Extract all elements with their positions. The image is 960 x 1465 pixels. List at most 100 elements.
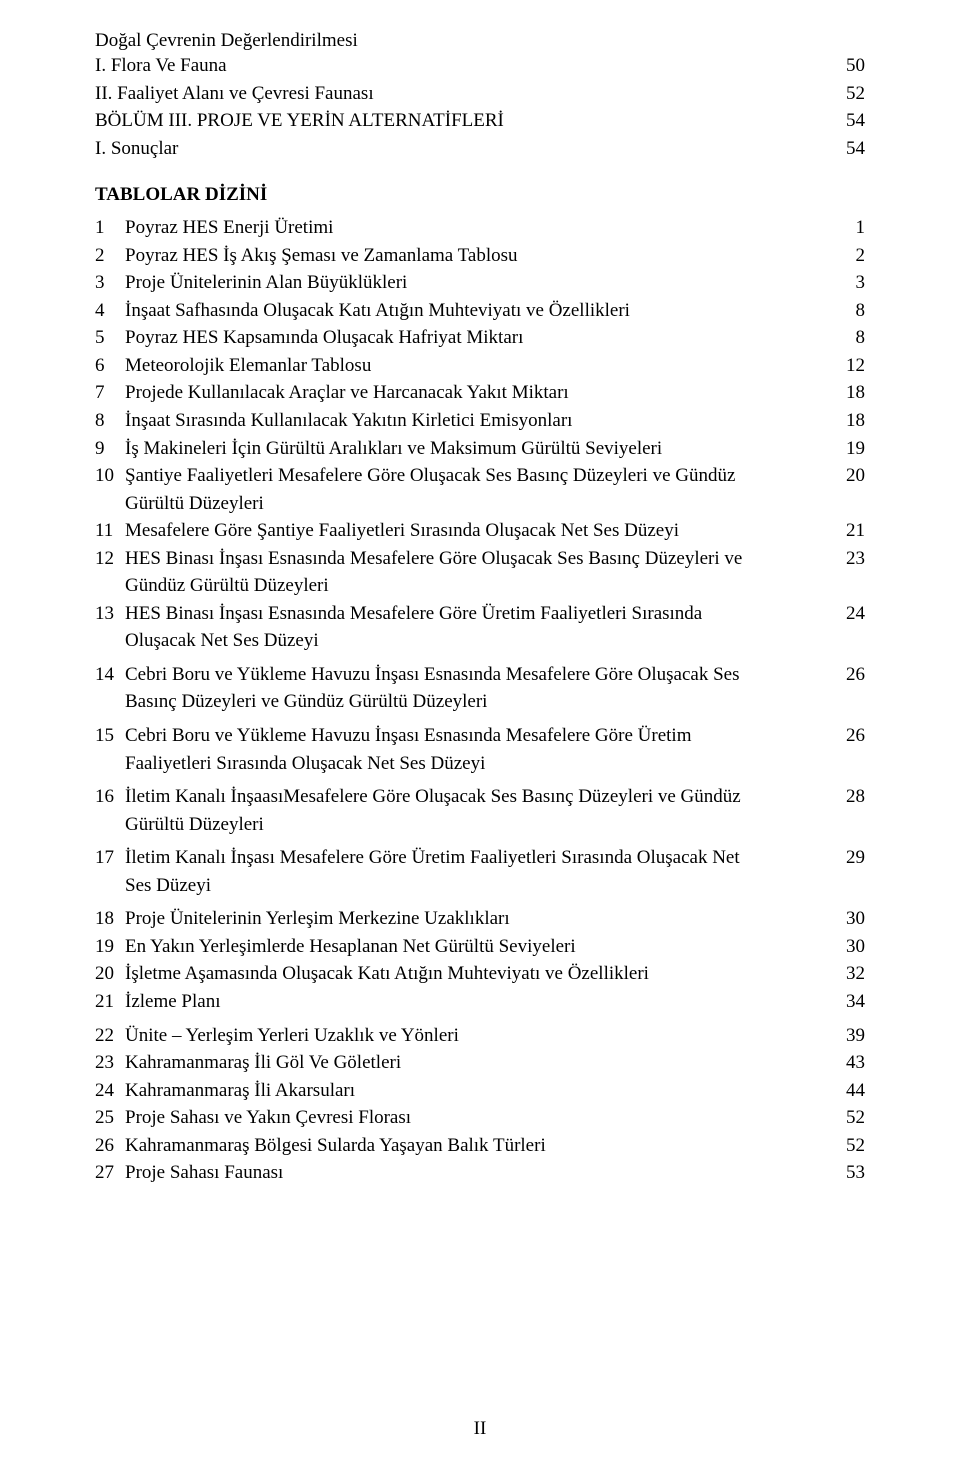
table-page: 19: [837, 435, 865, 463]
page-number: II: [474, 1418, 487, 1440]
toc-page: 54: [837, 135, 865, 163]
table-row: 13 HES Binası İnşası Esnasında Mesafeler…: [95, 600, 865, 655]
table-page: 20: [837, 462, 865, 490]
table-description-line: Gürültü Düzeyleri: [125, 811, 825, 839]
table-row: 23 Kahramanmaraş İli Göl Ve Göletleri43: [95, 1049, 865, 1077]
table-index: 17: [95, 844, 125, 872]
toc-label: I. Sonuçlar: [95, 135, 837, 163]
table-row: 3 Proje Ünitelerinin Alan Büyüklükleri3: [95, 269, 865, 297]
table-description-line: İzleme Planı: [125, 988, 825, 1016]
table-row: 18 Proje Ünitelerinin Yerleşim Merkezine…: [95, 905, 865, 933]
table-page: 24: [837, 600, 865, 628]
page-container: Doğal Çevrenin Değerlendirilmesi I. Flor…: [0, 0, 960, 1465]
table-page: 26: [837, 722, 865, 750]
table-row: 7 Projede Kullanılacak Araçlar ve Harcan…: [95, 379, 865, 407]
toc-label: I. Flora Ve Fauna: [95, 52, 837, 80]
toc-label: II. Faaliyet Alanı ve Çevresi Faunası: [95, 80, 837, 108]
table-index: 26: [95, 1132, 125, 1160]
table-page: 26: [837, 661, 865, 689]
table-description-line: İletim Kanalı İnşası Mesafelere Göre Üre…: [125, 844, 825, 872]
table-index: 1: [95, 214, 125, 242]
table-description-line: En Yakın Yerleşimlerde Hesaplanan Net Gü…: [125, 933, 825, 961]
table-description-line: Mesafelere Göre Şantiye Faaliyetleri Sır…: [125, 517, 825, 545]
table-description-line: Proje Sahası ve Yakın Çevresi Florası: [125, 1104, 825, 1132]
table-page: 8: [837, 297, 865, 325]
table-description-line: Gürültü Düzeyleri: [125, 490, 825, 518]
table-description: Ünite – Yerleşim Yerleri Uzaklık ve Yönl…: [125, 1022, 837, 1050]
table-row: 2 Poyraz HES İş Akış Şeması ve Zamanlama…: [95, 242, 865, 270]
table-description: İş Makineleri İçin Gürültü Aralıkları ve…: [125, 435, 837, 463]
table-description: İzleme Planı: [125, 988, 837, 1016]
table-description-line: İletim Kanalı İnşaasıMesafelere Göre Olu…: [125, 783, 825, 811]
table-description-line: Basınç Düzeyleri ve Gündüz Gürültü Düzey…: [125, 688, 825, 716]
table-description: Kahramanmaraş İli Akarsuları: [125, 1077, 837, 1105]
table-description-line: Kahramanmaraş Bölgesi Sularda Yaşayan Ba…: [125, 1132, 825, 1160]
heading-dogal-cevre: Doğal Çevrenin Değerlendirilmesi: [95, 30, 865, 52]
table-page: 52: [837, 1132, 865, 1160]
table-row: 22 Ünite – Yerleşim Yerleri Uzaklık ve Y…: [95, 1022, 865, 1050]
table-row: 4 İnşaat Safhasında Oluşacak Katı Atığın…: [95, 297, 865, 325]
table-index: 14: [95, 661, 125, 689]
table-description: Cebri Boru ve Yükleme Havuzu İnşası Esna…: [125, 661, 837, 716]
table-page: 28: [837, 783, 865, 811]
table-index: 27: [95, 1159, 125, 1187]
toc-entry-bolum: BÖLÜM III. PROJE VE YERİN ALTERNATİFLERİ…: [95, 107, 865, 135]
table-row: 19 En Yakın Yerleşimlerde Hesaplanan Net…: [95, 933, 865, 961]
toc-page: 54: [837, 107, 865, 135]
table-description: Meteorolojik Elemanlar Tablosu: [125, 352, 837, 380]
table-description-line: Poyraz HES Kapsamında Oluşacak Hafriyat …: [125, 324, 825, 352]
table-description: Proje Ünitelerinin Alan Büyüklükleri: [125, 269, 837, 297]
table-description-line: İnşaat Sırasında Kullanılacak Yakıtın Ki…: [125, 407, 825, 435]
table-description-line: Meteorolojik Elemanlar Tablosu: [125, 352, 825, 380]
table-row: 9 İş Makineleri İçin Gürültü Aralıkları …: [95, 435, 865, 463]
table-index: 19: [95, 933, 125, 961]
table-description-line: Proje Sahası Faunası: [125, 1159, 825, 1187]
table-row: 20 İşletme Aşamasında Oluşacak Katı Atığ…: [95, 960, 865, 988]
toc-page: 52: [837, 80, 865, 108]
table-description-line: Ünite – Yerleşim Yerleri Uzaklık ve Yönl…: [125, 1022, 825, 1050]
table-index: 10: [95, 462, 125, 490]
table-index: 25: [95, 1104, 125, 1132]
table-row: 12 HES Binası İnşası Esnasında Mesafeler…: [95, 545, 865, 600]
table-description: En Yakın Yerleşimlerde Hesaplanan Net Gü…: [125, 933, 837, 961]
table-row: 27 Proje Sahası Faunası53: [95, 1159, 865, 1187]
table-description: Şantiye Faaliyetleri Mesafelere Göre Olu…: [125, 462, 837, 517]
table-row: 10 Şantiye Faaliyetleri Mesafelere Göre …: [95, 462, 865, 517]
table-row: 8 İnşaat Sırasında Kullanılacak Yakıtın …: [95, 407, 865, 435]
table-description-line: İnşaat Safhasında Oluşacak Katı Atığın M…: [125, 297, 825, 325]
table-description: İnşaat Safhasında Oluşacak Katı Atığın M…: [125, 297, 837, 325]
table-description: Kahramanmaraş İli Göl Ve Göletleri: [125, 1049, 837, 1077]
table-description: Proje Sahası Faunası: [125, 1159, 837, 1187]
table-description: Proje Sahası ve Yakın Çevresi Florası: [125, 1104, 837, 1132]
table-index: 11: [95, 517, 125, 545]
table-description-line: Gündüz Gürültü Düzeyleri: [125, 572, 825, 600]
table-description-line: Cebri Boru ve Yükleme Havuzu İnşası Esna…: [125, 722, 825, 750]
table-page: 2: [837, 242, 865, 270]
table-index: 4: [95, 297, 125, 325]
table-page: 8: [837, 324, 865, 352]
table-index: 8: [95, 407, 125, 435]
table-description-line: HES Binası İnşası Esnasında Mesafelere G…: [125, 545, 825, 573]
table-description-line: Poyraz HES İş Akış Şeması ve Zamanlama T…: [125, 242, 825, 270]
table-description-line: Ses Düzeyi: [125, 872, 825, 900]
table-index: 22: [95, 1022, 125, 1050]
table-description: Mesafelere Göre Şantiye Faaliyetleri Sır…: [125, 517, 837, 545]
table-row: 14 Cebri Boru ve Yükleme Havuzu İnşası E…: [95, 661, 865, 716]
table-index: 20: [95, 960, 125, 988]
table-description-line: Faaliyetleri Sırasında Oluşacak Net Ses …: [125, 750, 825, 778]
table-description-line: İşletme Aşamasında Oluşacak Katı Atığın …: [125, 960, 825, 988]
table-row: 26 Kahramanmaraş Bölgesi Sularda Yaşayan…: [95, 1132, 865, 1160]
table-description-line: Poyraz HES Enerji Üretimi: [125, 214, 825, 242]
table-description: HES Binası İnşası Esnasında Mesafelere G…: [125, 545, 837, 600]
table-row: 6 Meteorolojik Elemanlar Tablosu12: [95, 352, 865, 380]
tables-list: 1 Poyraz HES Enerji Üretimi12 Poyraz HES…: [95, 214, 865, 1187]
table-page: 44: [837, 1077, 865, 1105]
table-page: 32: [837, 960, 865, 988]
table-description: Poyraz HES Enerji Üretimi: [125, 214, 837, 242]
table-index: 13: [95, 600, 125, 628]
table-page: 3: [837, 269, 865, 297]
heading-tablolar-dizini: TABLOLAR DİZİNİ: [95, 184, 865, 206]
table-row: 25 Proje Sahası ve Yakın Çevresi Florası…: [95, 1104, 865, 1132]
table-index: 6: [95, 352, 125, 380]
table-page: 34: [837, 988, 865, 1016]
